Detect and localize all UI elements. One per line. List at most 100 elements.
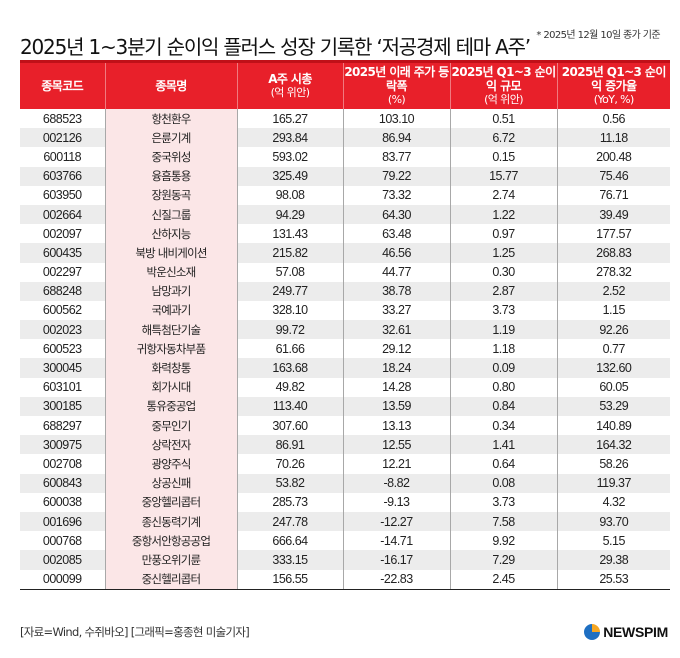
net-profit-cell: 0.64 xyxy=(449,454,557,474)
stock-name-cell: 귀항자동차부품 xyxy=(104,339,237,359)
price-change-cell: -14.71 xyxy=(342,531,450,551)
table-body: 688523 항천환우 165.27 103.10 0.51 0.56 002126 은륜기계… xyxy=(20,109,670,590)
stock-code-cell: 001696 xyxy=(20,511,105,532)
net-profit-cell: 7.29 xyxy=(449,550,557,570)
price-change-cell: 12.55 xyxy=(342,435,450,455)
table-row: 603950 장원동곡 98.08 73.32 2.74 76.71 xyxy=(20,185,670,205)
stock-code-cell: 300185 xyxy=(20,396,105,416)
market-cap-cell: 215.82 xyxy=(236,243,343,263)
column-header-label: 2025년 Q1~3 순이익 증가율 xyxy=(561,65,667,93)
stock-code-cell: 002126 xyxy=(20,128,105,148)
stock-name-cell: 은륜기계 xyxy=(104,128,237,148)
profit-growth-cell: 5.15 xyxy=(556,531,670,551)
stock-code-cell: 688523 xyxy=(42,111,82,126)
price-change-cell: 46.56 xyxy=(342,243,450,263)
market-cap-cell: 53.82 xyxy=(236,473,343,493)
market-cap-cell: 98.08 xyxy=(236,185,343,205)
table-row: 600523 귀항자동차부품 61.66 29.12 1.18 0.77 xyxy=(20,339,670,359)
stock-name-cell: 중앙헬리콥터 xyxy=(104,492,237,512)
stock-code-cell: 600038 xyxy=(42,495,82,510)
price-change-cell: 103.10 xyxy=(342,109,450,129)
market-cap-cell: 247.78 xyxy=(236,511,343,532)
profit-growth-cell: 76.71 xyxy=(556,185,670,205)
stock-name-cell: 중무인기 xyxy=(104,416,237,436)
stock-code-cell: 002664 xyxy=(20,204,105,225)
net-profit-cell: 0.09 xyxy=(449,358,557,378)
price-change-cell: -8.82 xyxy=(342,473,450,493)
stock-code-cell: 000099 xyxy=(20,569,105,590)
profit-growth-cell: 140.89 xyxy=(556,416,670,436)
net-profit-cell: 7.58 xyxy=(449,511,557,532)
profit-growth-cell: 53.29 xyxy=(556,396,670,416)
column-header-label: A주 시총 xyxy=(268,72,312,86)
table-row: 603101 회가시대 49.82 14.28 0.80 60.05 xyxy=(20,377,670,397)
stock-code-cell: 300045 xyxy=(20,358,105,378)
table-row: 688297 중무인기 307.60 13.13 0.34 140.89 xyxy=(20,416,670,436)
stock-name-cell: 산하지능 xyxy=(104,224,237,244)
table-row: 000099 중신헬리콥터 156.55 -22.83 2.45 25.53 xyxy=(20,569,670,590)
newspim-globe-icon xyxy=(584,624,601,640)
price-change-cell: 13.13 xyxy=(342,416,450,436)
column-header-label: 종목코드 xyxy=(41,79,84,93)
stock-code-cell: 603101 xyxy=(42,380,82,395)
profit-growth-cell: 177.57 xyxy=(556,224,670,244)
stock-name-cell: 해특첨단기술 xyxy=(104,320,237,340)
stock-code-cell: 688248 xyxy=(20,281,105,301)
market-cap-cell: 94.29 xyxy=(236,204,343,225)
net-profit-cell: 0.15 xyxy=(449,147,557,167)
profit-growth-cell: 0.56 xyxy=(556,109,670,129)
table-row: 002708 광양주식 70.26 12.21 0.64 58.26 xyxy=(20,454,670,474)
market-cap-cell: 293.84 xyxy=(236,128,343,148)
column-header-unit: (억 위안) xyxy=(270,86,310,99)
price-basis-note: * 2025년 12월 10일 종가 기준 xyxy=(536,30,660,41)
market-cap-cell: 325.49 xyxy=(236,166,343,186)
profit-growth-cell: 93.70 xyxy=(556,511,670,532)
stock-code-cell: 600118 xyxy=(43,149,82,164)
title-row: 2025년 1~3분기 순이익 플러스 성장 기록한 ‘저공경제 테마 A주’ … xyxy=(20,18,670,59)
price-change-cell: 14.28 xyxy=(342,377,450,397)
source-credit: [자료=Wind, 수쥐바오] [그래픽=홍종현 미술기자] xyxy=(20,625,250,639)
stock-code-cell: 000768 xyxy=(42,533,82,548)
table-row: 002126 은륜기계 293.84 86.94 6.72 11.18 xyxy=(20,128,670,148)
column-header: 2025년 Q1~3 순이익 규모 (억 위안) xyxy=(449,60,557,109)
stock-code-cell: 600523 xyxy=(42,341,82,356)
market-cap-cell: 61.66 xyxy=(236,339,343,359)
stock-name-cell: 종신동력기계 xyxy=(104,511,237,532)
net-profit-cell: 1.25 xyxy=(449,243,557,263)
price-change-cell: 83.77 xyxy=(342,147,450,167)
stock-code-cell: 002085 xyxy=(20,550,105,570)
table-row: 002085 만풍오위기륜 333.15 -16.17 7.29 29.38 xyxy=(20,550,670,570)
price-change-cell: 32.61 xyxy=(342,320,450,340)
stock-name-cell: 상공신패 xyxy=(104,473,237,493)
column-header: 2025년 Q1~3 순이익 증가율 (YoY, %) xyxy=(556,60,670,109)
profit-growth-cell: 132.60 xyxy=(556,358,670,378)
profit-growth-cell: 278.32 xyxy=(556,262,670,282)
profit-growth-cell: 0.77 xyxy=(556,339,670,359)
market-cap-cell: 99.72 xyxy=(236,320,343,340)
stock-name-cell: 통유중공업 xyxy=(104,396,237,416)
profit-growth-cell: 164.32 xyxy=(556,435,670,455)
stock-name-cell: 융흠통용 xyxy=(104,166,237,186)
profit-growth-cell: 58.26 xyxy=(556,454,670,474)
column-header-label: 2025년 이래 주가 등락폭 xyxy=(344,65,449,93)
profit-growth-cell: 268.83 xyxy=(556,243,670,263)
stock-code-cell: 600562 xyxy=(42,303,82,318)
column-header: A주 시총 (억 위안) xyxy=(236,60,343,109)
stock-code-cell: 300975 xyxy=(20,435,105,455)
profit-growth-cell: 92.26 xyxy=(556,320,670,340)
column-header: 종목명 xyxy=(104,60,237,109)
profit-growth-cell: 39.49 xyxy=(556,204,670,225)
profit-growth-cell: 4.32 xyxy=(556,492,670,512)
column-header: 2025년 이래 주가 등락폭 (%) xyxy=(342,60,450,109)
market-cap-cell: 49.82 xyxy=(236,377,343,397)
net-profit-cell: 0.51 xyxy=(449,109,557,129)
net-profit-cell: 0.30 xyxy=(449,262,557,282)
profit-growth-cell: 1.15 xyxy=(556,300,670,321)
table-row: 600843 상공신패 53.82 -8.82 0.08 119.37 xyxy=(20,473,670,493)
stock-name-cell: 중국위성 xyxy=(104,147,237,167)
table-row: 603766 융흠통용 325.49 79.22 15.77 75.46 xyxy=(20,166,670,186)
stock-name-cell: 상락전자 xyxy=(104,435,237,455)
net-profit-cell: 0.34 xyxy=(449,416,557,436)
stock-name-cell: 만풍오위기륜 xyxy=(104,550,237,570)
price-change-cell: 13.59 xyxy=(342,396,450,416)
